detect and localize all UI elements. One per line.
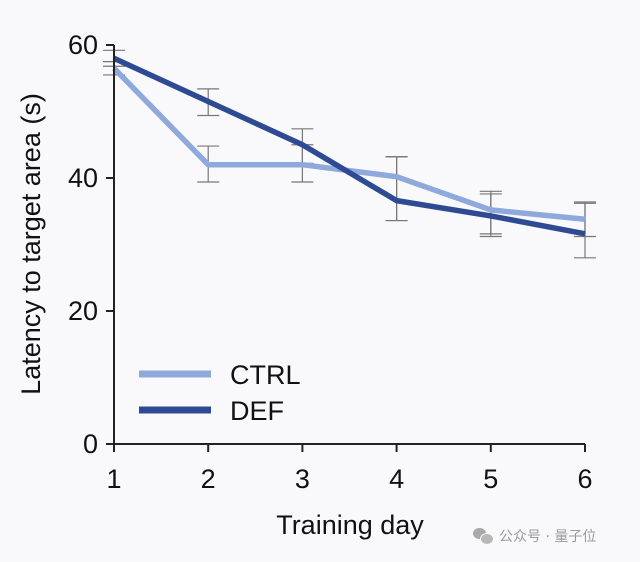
y-tick-label: 40 — [68, 163, 98, 193]
series-line-def — [112, 55, 586, 237]
x-axis-title: Training day — [276, 510, 424, 540]
x-tick-label: 3 — [295, 464, 310, 494]
x-tick-label: 5 — [483, 464, 498, 494]
watermark-text: 公众号 · 量子位 — [499, 529, 597, 545]
wechat-icon — [473, 528, 494, 545]
y-tick-label: 20 — [68, 296, 98, 326]
watermark: 公众号 · 量子位 — [473, 526, 596, 546]
legend: CTRL DEF — [139, 360, 301, 426]
y-ticks: 0 20 40 60 — [68, 30, 114, 459]
legend-label-ctrl: CTRL — [230, 360, 301, 390]
axes — [106, 45, 585, 452]
series-lines — [112, 55, 586, 237]
x-tick-label: 6 — [577, 464, 592, 494]
legend-label-def: DEF — [230, 396, 284, 426]
x-tick-label: 2 — [201, 464, 216, 494]
error-bars — [103, 49, 596, 259]
x-tick-label: 4 — [389, 464, 404, 494]
y-axis-title: Latency to target area (s) — [16, 93, 46, 395]
x-ticks: 1 2 3 4 5 6 — [106, 444, 593, 494]
y-tick-label: 0 — [83, 429, 98, 459]
x-tick-label: 1 — [106, 464, 121, 494]
y-tick-label: 60 — [68, 30, 98, 60]
